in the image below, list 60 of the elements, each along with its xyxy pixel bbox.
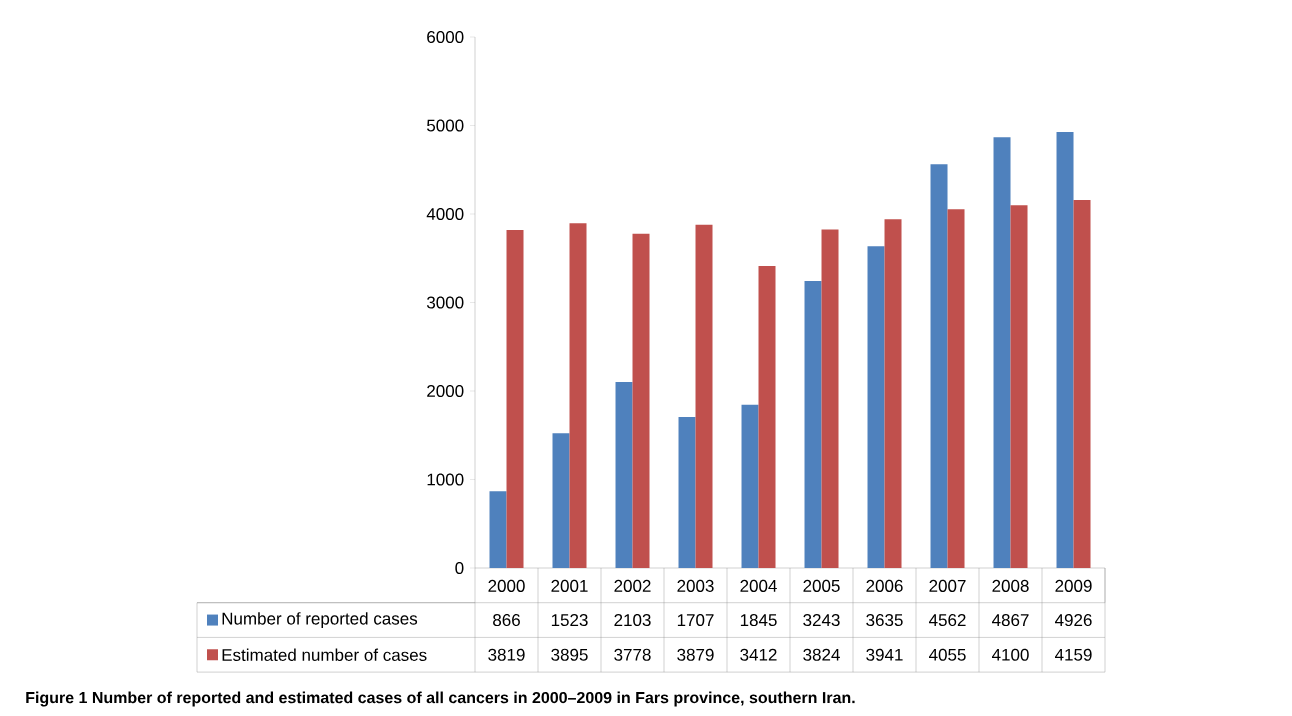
y-tick-label: 3000	[426, 296, 464, 309]
data-label: 1845	[740, 614, 777, 627]
data-label: 866	[493, 614, 520, 627]
x-tick-label: 2008	[992, 579, 1029, 592]
text: Figure 1 Number of reported and estimated cases of all cancers in 2000–2009 in Fars province, southern Iran.	[26, 691, 855, 707]
x-tick-label: 2004	[740, 579, 777, 592]
legend-label: Number of reported cases	[222, 612, 418, 628]
bar	[884, 219, 902, 569]
bar	[632, 233, 650, 569]
data-label: 1523	[551, 614, 588, 627]
x-tick-label: 2000	[488, 579, 525, 592]
bar	[569, 223, 587, 569]
data-label: 3819	[488, 648, 525, 661]
x-tick-label: 2001	[551, 579, 588, 592]
data-label: 4055	[929, 648, 966, 661]
bar	[758, 266, 776, 569]
bar	[930, 164, 948, 569]
data-label: 3895	[551, 648, 588, 661]
data-label: 4867	[992, 614, 1029, 627]
bar	[1056, 132, 1074, 569]
y-tick-label: 4000	[426, 207, 464, 221]
bar	[695, 224, 713, 569]
bar	[1010, 205, 1028, 569]
data-label: 4562	[929, 614, 966, 627]
data-label: 3635	[866, 614, 903, 627]
y-tick-label: 1000	[427, 473, 464, 486]
x-tick-label: 2007	[929, 579, 966, 592]
bar	[804, 281, 822, 569]
bar	[678, 416, 696, 569]
legend-label: Estimated number of cases	[222, 648, 427, 662]
data-label: 3412	[740, 648, 777, 661]
y-tick-label: 5000	[427, 119, 464, 132]
data-label: 3879	[677, 648, 714, 661]
data-label: 4100	[992, 648, 1029, 661]
bar	[489, 491, 507, 569]
data-label: 3824	[803, 648, 840, 661]
data-label: 3941	[866, 648, 903, 661]
bar	[993, 137, 1011, 569]
bar	[615, 381, 633, 569]
bar	[867, 246, 885, 569]
data-label: 3243	[803, 614, 840, 627]
x-tick-label: 2003	[677, 579, 714, 592]
x-tick-label: 2002	[614, 579, 651, 592]
bar	[1073, 199, 1091, 569]
y-tick-label: 2000	[427, 384, 464, 398]
data-label: 1707	[677, 614, 714, 627]
data-label: 2103	[614, 614, 651, 627]
bar	[947, 209, 965, 569]
x-tick-label: 2006	[866, 579, 903, 592]
x-tick-label: 2009	[1055, 579, 1092, 592]
bar	[506, 230, 524, 569]
data-label: 4926	[1055, 614, 1092, 627]
bar	[821, 229, 839, 569]
data-label: 3778	[614, 648, 651, 661]
bar	[552, 433, 570, 569]
y-tick-label: 0	[455, 561, 464, 575]
x-tick-label: 2005	[803, 579, 840, 592]
data-label: 4159	[1055, 648, 1092, 661]
bar	[741, 404, 759, 569]
y-tick-label: 6000	[427, 30, 464, 44]
